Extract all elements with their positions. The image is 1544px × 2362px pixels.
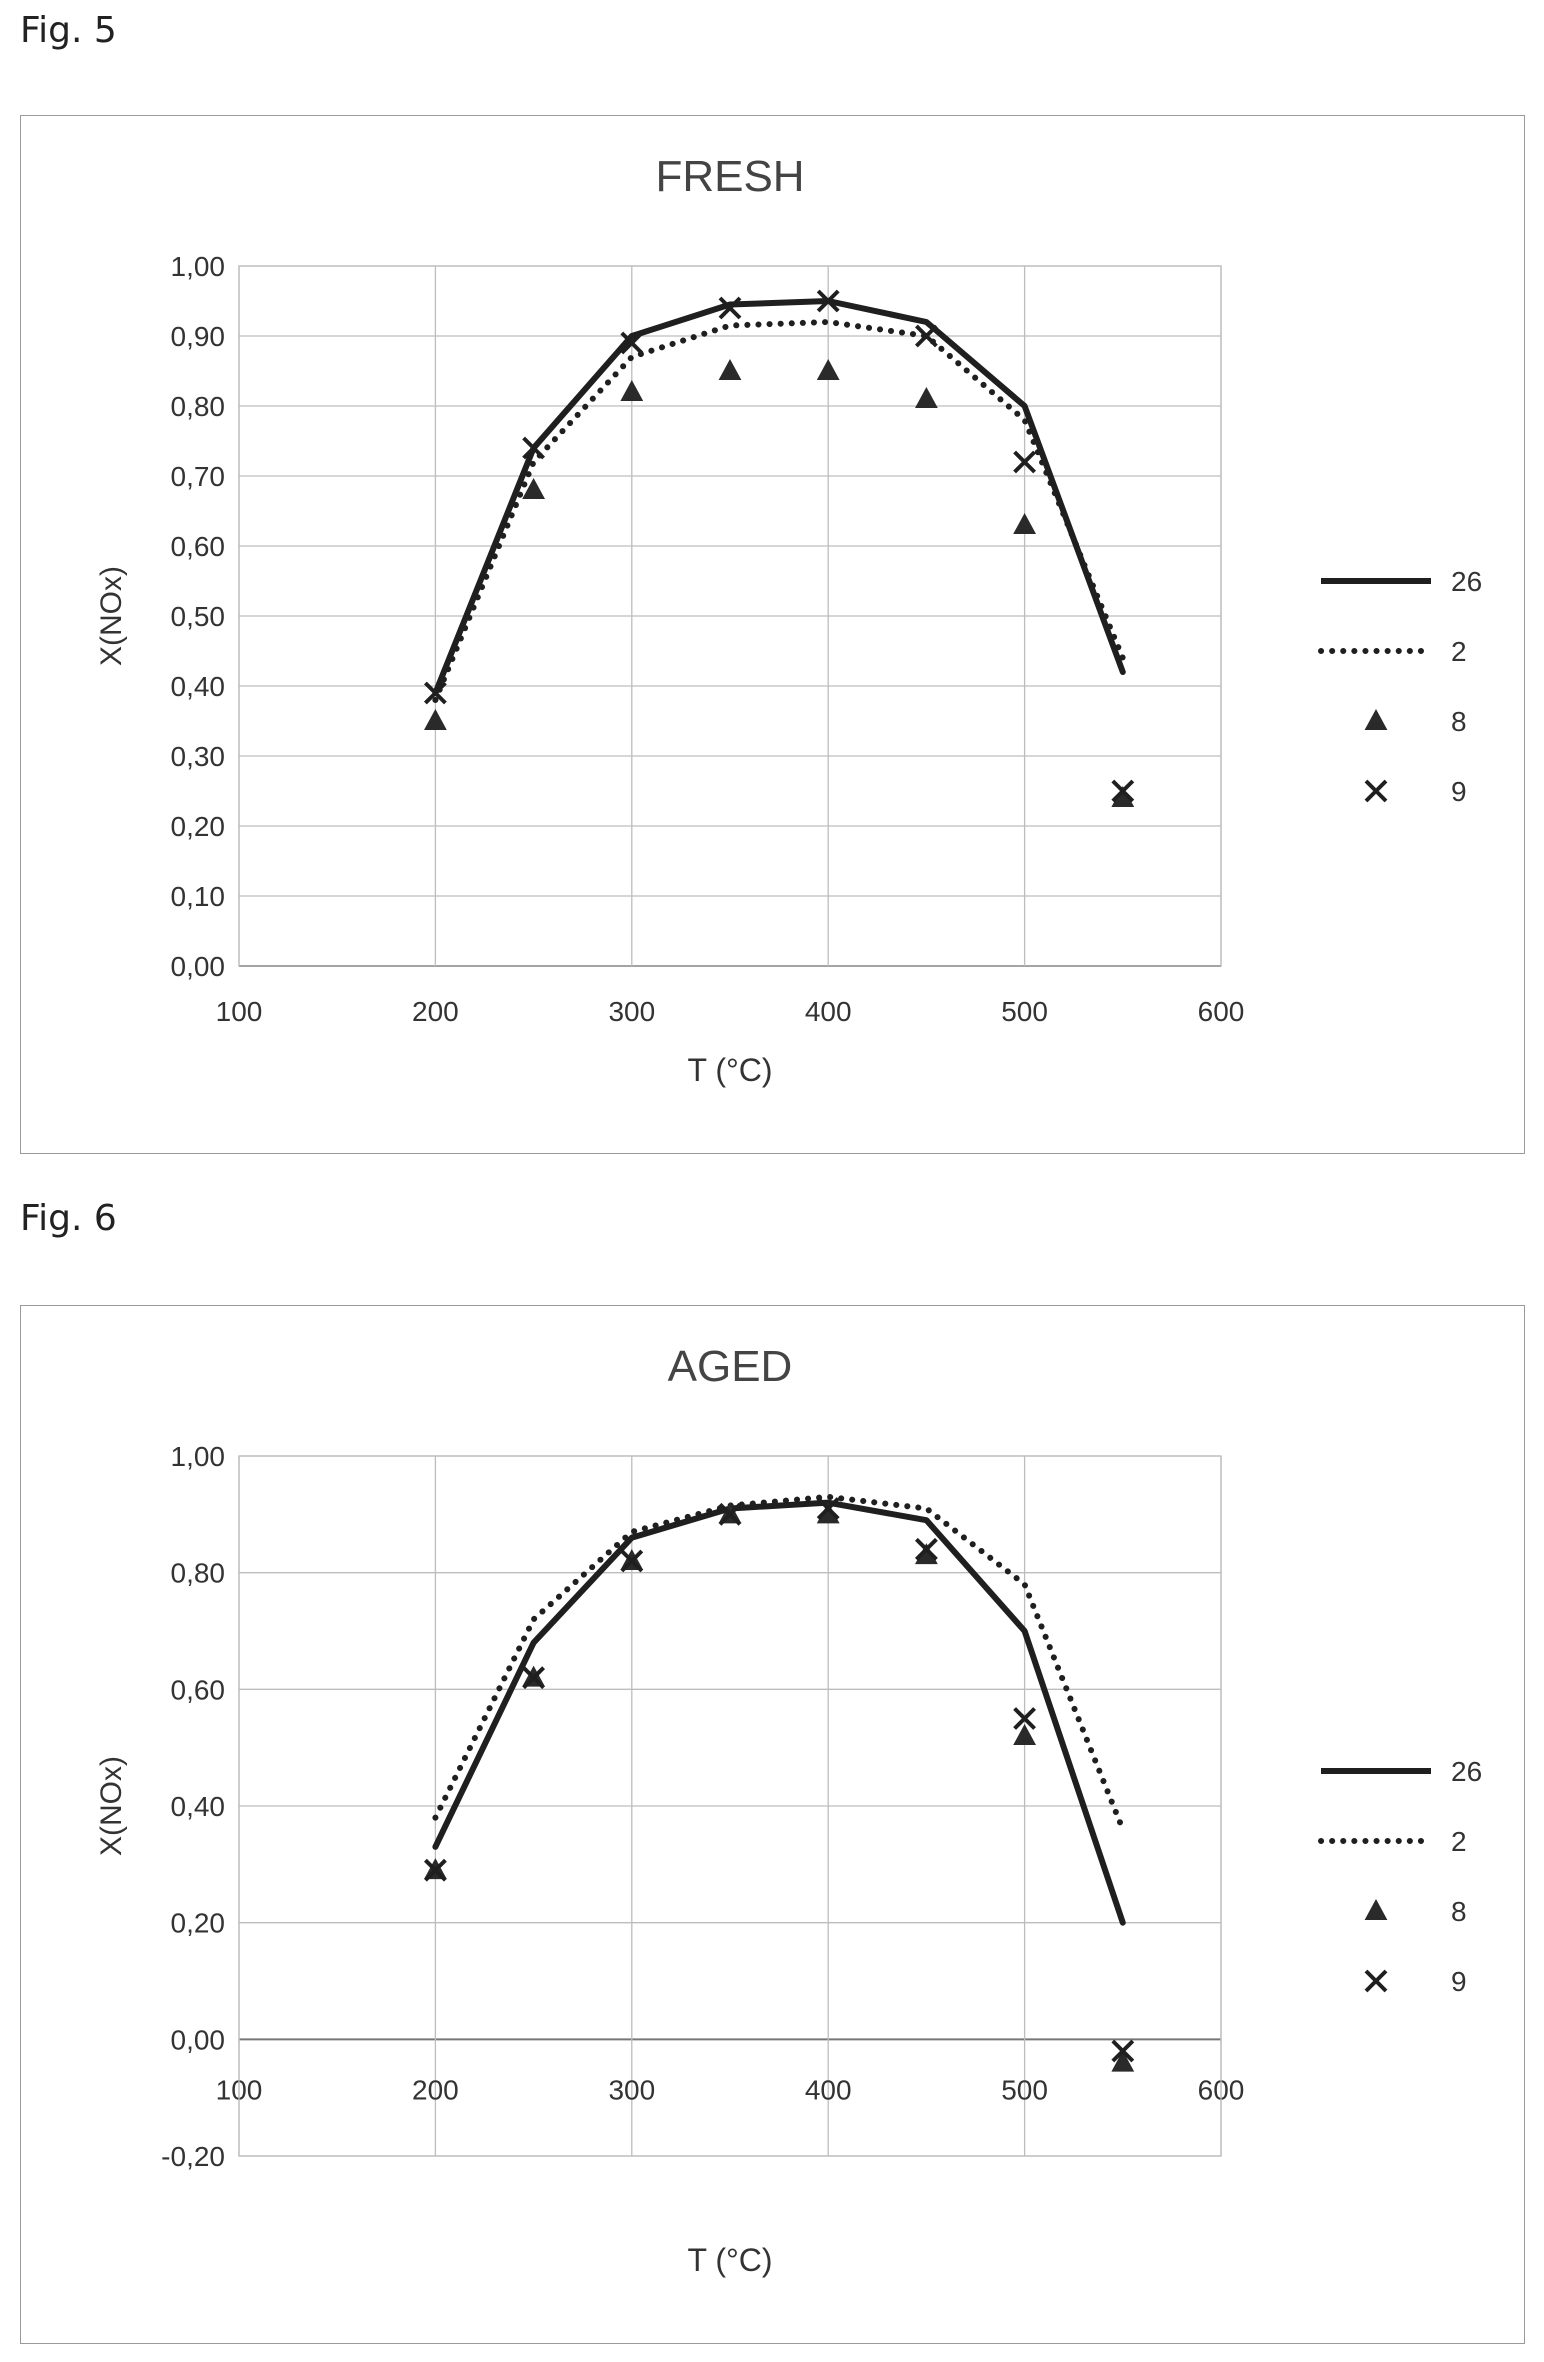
aged-series-2-line (432, 1493, 1126, 1833)
aged-legend-9-swatch (1364, 1969, 1388, 1993)
aged-series-8-point (816, 1502, 840, 1524)
aged-series-9-point (1013, 1707, 1037, 1730)
fresh-plot-border (238, 265, 1222, 967)
aged-x-tick-label: 500 (1001, 2074, 1048, 2105)
figure-6-label: Fig. 6 (20, 1198, 117, 1239)
aged-y-axis-label: X(NOx) (95, 1756, 128, 1856)
aged-legend-label-2: 2 (1451, 1826, 1467, 1857)
fresh-legend-label-8: 8 (1451, 706, 1467, 737)
fresh-series-9-point (816, 289, 840, 313)
fresh-series-9-point (1013, 450, 1037, 474)
fresh-series-9-point (620, 331, 644, 355)
fresh-x-tick-label: 200 (412, 996, 459, 1027)
fresh-series-9-point (522, 436, 546, 460)
fresh-y-tick-label: 1,00 (171, 251, 226, 282)
fresh-x-tick-label: 100 (216, 996, 263, 1027)
aged-chart-title: AGED (668, 1342, 793, 1391)
aged-x-tick-label: 200 (412, 2074, 459, 2105)
fresh-y-axis-label: X(NOx) (95, 566, 128, 666)
aged-series-9-point (522, 1666, 546, 1690)
aged-y-tick-label: -0,20 (161, 2141, 225, 2172)
aged-x-tick-label: 400 (805, 2074, 852, 2105)
aged-series-9-point (816, 1497, 840, 1520)
fresh-chart-title: FRESH (655, 152, 804, 201)
fresh-legend-9-swatch (1364, 779, 1388, 803)
aged-series-9-point (423, 1858, 447, 1882)
aged-series-8-point (915, 1543, 938, 1565)
fresh-y-tick-label: 0,90 (171, 321, 226, 352)
fresh-y-tick-label: 0,70 (171, 461, 226, 492)
fresh-y-tick-label: 0,80 (171, 391, 226, 422)
fresh-y-tick-label: 0,10 (171, 881, 226, 912)
aged-legend-8-swatch (1364, 1899, 1388, 1920)
fresh-x-tick-label: 300 (608, 996, 655, 1027)
aged-series-9-point (1111, 2039, 1135, 2063)
fresh-chart-frame: FRESH 0,00 0,10 0,20 0,30 0,40 0,50 0,60 0,70 0,8… (20, 115, 1525, 1154)
fresh-y-tick-label: 0,60 (171, 531, 226, 562)
fresh-x-axis-label: T (°C) (687, 1052, 772, 1088)
fresh-legend-label-2: 2 (1451, 636, 1467, 667)
aged-y-tick-label: 0,60 (171, 1674, 226, 1705)
aged-chart-frame: AGED -0,20 0,00 0,20 0,40 0,60 0,80 1,00 100 200 3… (20, 1305, 1525, 2344)
aged-y-tick-label: 1,00 (171, 1441, 226, 1472)
fresh-y-tick-label: 0,40 (171, 671, 226, 702)
aged-series-26-line (432, 1499, 1126, 1926)
fresh-series-8-point (816, 359, 840, 380)
aged-y-tick-label: 0,20 (171, 1908, 226, 1939)
aged-y-tick-label: 0,00 (171, 2024, 226, 2055)
fresh-series-9-point (914, 324, 938, 348)
aged-series-9-point (914, 1537, 938, 1561)
fresh-chart: FRESH 0,00 0,10 0,20 0,30 0,40 0,50 0,60 0,70 0,8… (95, 152, 1482, 1088)
figure-5-label: Fig. 5 (20, 10, 117, 51)
fresh-legend-label-26: 26 (1451, 566, 1482, 597)
fresh-series-9-point (423, 681, 447, 705)
fresh-y-tick-label: 0,20 (171, 811, 226, 842)
aged-legend-label-8: 8 (1451, 1896, 1467, 1927)
fresh-series-9-point (718, 296, 742, 320)
fresh-series-2-line (432, 319, 1126, 703)
fresh-y-tick-label: 0,50 (171, 601, 226, 632)
aged-series-9-point (620, 1549, 644, 1573)
fresh-series-8-point (620, 380, 644, 401)
fresh-series-8-point (522, 478, 545, 499)
fresh-x-tick-label: 600 (1198, 996, 1245, 1027)
aged-legend-label-9: 9 (1451, 1966, 1467, 1997)
aged-x-tick-label: 300 (608, 2074, 655, 2105)
fresh-series-8-point (915, 387, 938, 408)
aged-legend-label-26: 26 (1451, 1756, 1482, 1787)
fresh-series-8-point (1111, 786, 1135, 807)
fresh-series-8-point (424, 709, 447, 730)
fresh-x-tick-label: 400 (805, 996, 852, 1027)
fresh-series-26-line (432, 298, 1126, 696)
fresh-series-8-point (718, 359, 742, 380)
fresh-legend-8-swatch (1364, 709, 1388, 730)
fresh-x-tick-label: 500 (1001, 996, 1048, 1027)
fresh-series-9-point (1111, 779, 1135, 803)
fresh-y-tick-label: 0,00 (171, 951, 226, 982)
aged-plot-border (238, 1455, 1222, 2157)
aged-y-tick-label: 0,80 (171, 1558, 226, 1589)
aged-series-9-point (718, 1502, 742, 1526)
fresh-y-tick-label: 0,30 (171, 741, 226, 772)
aged-y-tick-label: 0,40 (171, 1791, 226, 1822)
fresh-series-8-point (1013, 513, 1036, 534)
aged-series-8-point (1111, 2050, 1135, 2072)
fresh-legend-label-9: 9 (1451, 776, 1467, 807)
aged-x-axis-label: T (°C) (687, 2242, 772, 2278)
aged-series-8-point (1013, 1724, 1036, 1745)
